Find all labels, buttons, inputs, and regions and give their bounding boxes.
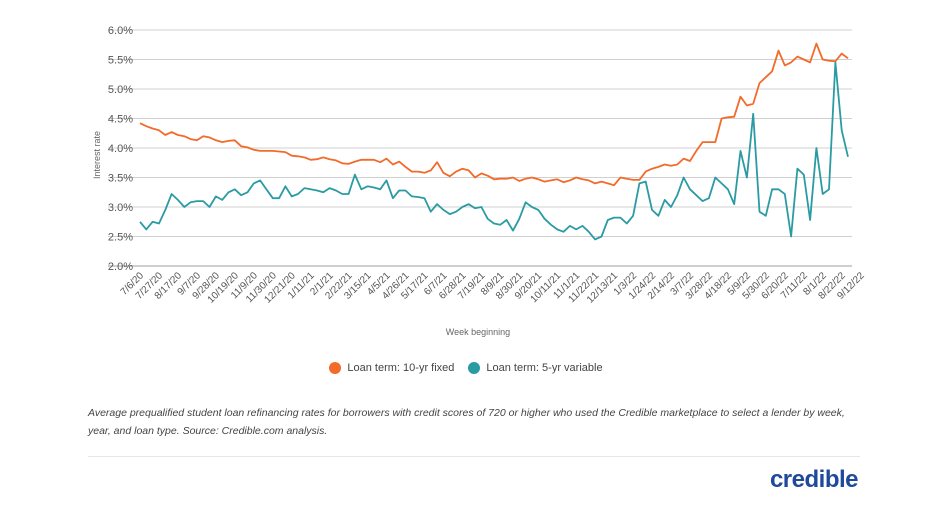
y-tick-label: 3.5% <box>108 173 133 185</box>
chart-caption: Average prequalified student loan refina… <box>88 407 845 437</box>
divider <box>88 456 860 457</box>
credible-logo: credible <box>769 466 859 493</box>
y-tick-label: 5.5% <box>108 55 133 67</box>
legend-swatch-icon <box>468 362 481 374</box>
y-tick-label: 2.0% <box>108 261 133 273</box>
x-axis-label: Week beginning <box>446 327 510 337</box>
y-tick-label: 6.0% <box>108 25 133 37</box>
legend-swatch-icon <box>329 362 342 374</box>
legend-label: Loan term: 5-yr variable <box>486 362 603 374</box>
series-line-5yr-variable <box>139 61 849 241</box>
y-tick-label: 2.5% <box>108 232 133 244</box>
y-tick-label: 4.5% <box>108 114 133 126</box>
series-line-10yr-fixed <box>139 42 849 187</box>
y-axis-label: Interest rate <box>92 131 102 179</box>
legend-item-10yr-fixed[interactable]: Loan term: 10-yr fixed <box>329 362 454 374</box>
legend-item-5yr-variable[interactable]: Loan term: 5-yr variable <box>468 362 603 374</box>
line-chart: 2.0% 2.5% 3.0% 3.5% 4.0% 4.5% 5.0% 5.5% 6.0% Inte… <box>92 25 867 337</box>
legend-label: Loan term: 10-yr fixed <box>347 362 455 374</box>
y-tick-label: 5.0% <box>108 84 133 96</box>
y-tick-label: 3.0% <box>108 202 133 214</box>
y-tick-label: 4.0% <box>108 143 133 155</box>
legend: Loan term: 10-yr fixed Loan term: 5-yr v… <box>0 362 932 374</box>
